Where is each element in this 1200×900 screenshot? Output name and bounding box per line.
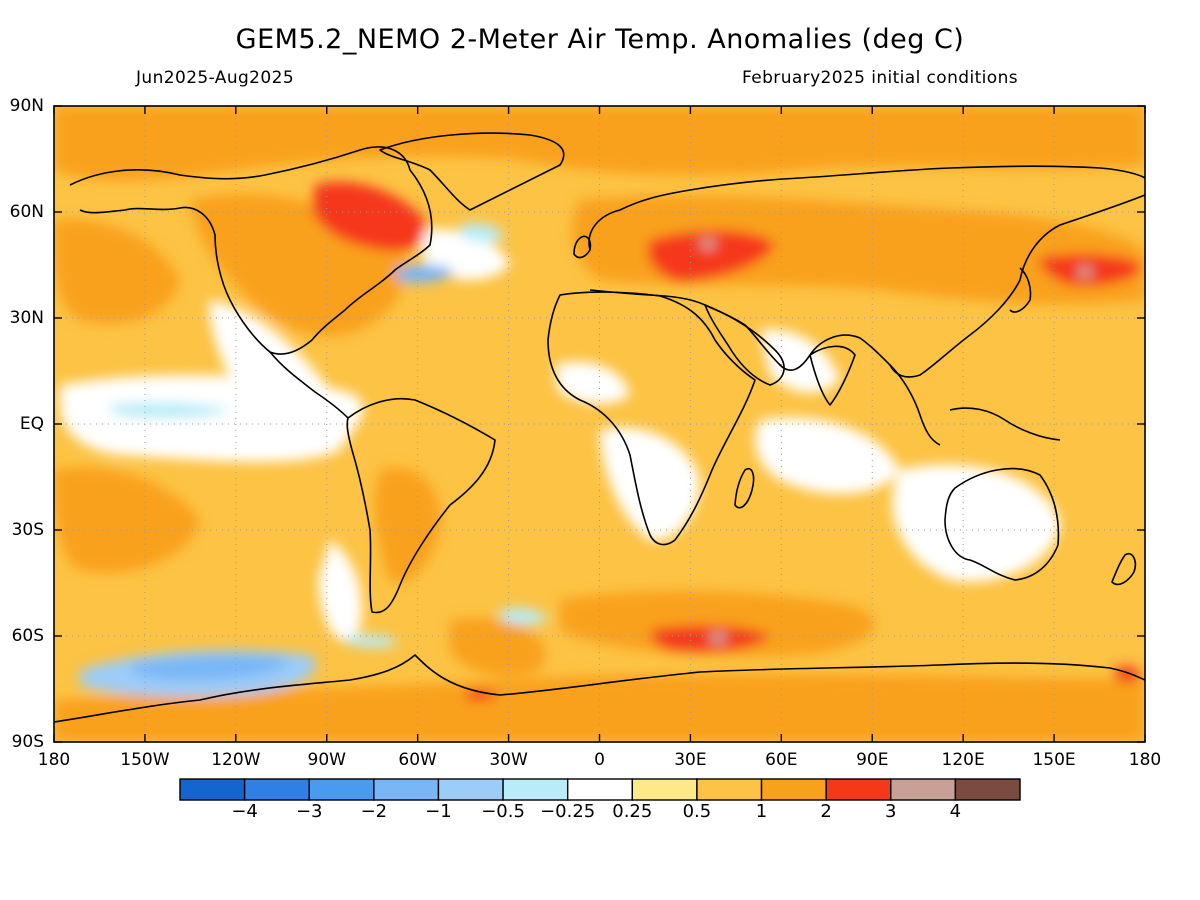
lon-tick-label: 150E (1032, 750, 1076, 770)
lat-tick-label: EQ (19, 414, 44, 434)
coastline-central-america (269, 351, 349, 419)
color-bar-label: −1 (425, 801, 452, 822)
color-bar-label: −2 (360, 801, 388, 822)
anomaly-region-neutral-arabia (760, 329, 840, 393)
lon-tick-label: 30E (674, 750, 707, 770)
anomaly-region-neutral-indian (755, 417, 900, 494)
coastline-greenland (379, 132, 565, 211)
lon-tick-label: 60E (765, 750, 798, 770)
anomaly-region-warm-n-pacific (54, 219, 180, 324)
lon-tick-label: 180 (1128, 750, 1162, 770)
forecast-period: Jun2025-Aug2025 (136, 68, 295, 88)
lon-tick-label: 150W (120, 750, 170, 770)
lat-tick-label: 60S (11, 626, 44, 646)
anomaly-region-warm-s-indian (560, 590, 875, 657)
color-bar-swatch (502, 778, 569, 801)
coastline-japan (1009, 267, 1032, 313)
coastline-north-america (69, 146, 433, 355)
lon-tick-label: 90W (307, 750, 346, 770)
color-bar-label: 3 (885, 801, 897, 822)
lat-tick-label: 90S (11, 732, 44, 752)
coastline-south-america (346, 397, 496, 614)
anomaly-region-cool-eq-pacific (110, 402, 230, 419)
anomaly-region-cold-se-pacific (129, 655, 290, 680)
color-bar-label: 4 (949, 801, 962, 822)
coastline-arabia (704, 304, 785, 386)
map-title: GEM5.2_NEMO 2-Meter Air Temp. Anomalies … (235, 24, 965, 55)
lon-tick-label: 60W (398, 750, 437, 770)
coastline-india (809, 345, 856, 406)
anomaly-region-cool-nw-atlantic (395, 264, 455, 283)
lat-tick-label: 30N (9, 308, 44, 328)
lon-tick-label: 90E (856, 750, 889, 770)
coastline-australia (944, 467, 1060, 581)
color-bar-label: 1 (755, 801, 768, 822)
color-bar-label: 0.25 (612, 801, 653, 822)
anomaly-region-cool-sw-atlantic (345, 634, 398, 648)
lon-tick-label: 180 (37, 750, 71, 770)
anomaly-region-neutral-s-pacific (318, 540, 362, 642)
anomaly-core-far-east (1077, 266, 1093, 278)
color-bar-label: −4 (231, 801, 258, 822)
coastline-se-asia (889, 364, 1061, 446)
anomaly-region-neutral-australia (892, 464, 1060, 582)
color-bar-label: −0.5 (481, 801, 525, 822)
color-bar-swatch (437, 778, 504, 801)
color-bar-swatch (308, 778, 375, 801)
lon-tick-label: 120E (941, 750, 985, 770)
anomaly-region-warm-s-atlantic (450, 618, 546, 677)
color-bar-swatch (696, 778, 763, 801)
anomaly-region-warm-antarctica (54, 674, 1145, 742)
anomaly-region-neutral-east-pacific (209, 300, 330, 430)
color-bar-swatch (890, 778, 957, 801)
anomaly-region-warm-s-pacific (54, 467, 200, 573)
anomaly-region-neutral-sahel (555, 361, 630, 405)
coastline-new-zealand (1111, 553, 1137, 586)
color-bar-label: −0.25 (540, 801, 596, 822)
color-bar-label: 0.5 (682, 801, 712, 822)
anomaly-region-cool-labrador (460, 223, 505, 243)
color-bar-swatch (631, 778, 698, 801)
color-bar-swatch (825, 778, 892, 801)
map-grid (54, 106, 1145, 742)
coastline-antarctica (53, 654, 1146, 723)
initial-conditions: February2025 initial conditions (742, 68, 1019, 88)
anomaly-core-russia (700, 238, 716, 250)
anomaly-region-cool-s-atlantic (500, 608, 548, 625)
color-bar-swatch (566, 778, 634, 801)
color-bar-label: 2 (820, 801, 832, 822)
coastline-africa (547, 291, 756, 546)
color-bar (179, 778, 1021, 801)
color-bar-swatch (954, 778, 1021, 801)
anomaly-region-warm-s-america (374, 468, 441, 583)
color-bar-swatch (243, 778, 310, 801)
anomaly-core-southern-ocean (709, 632, 727, 644)
coastline-madagascar (734, 468, 755, 509)
anomaly-region-hot-w-antarctica (465, 689, 498, 701)
lat-tick-label: 60N (9, 202, 44, 222)
anomaly-region-neutral-south-africa (600, 427, 700, 541)
axis-ticks (53, 105, 1146, 743)
lat-tick-label: 90N (9, 96, 44, 116)
anomaly-region-hot-canada (312, 181, 426, 252)
lon-tick-label: 0 (594, 750, 605, 770)
color-bar-swatch (760, 778, 827, 801)
color-bar-label: −3 (295, 801, 323, 822)
lon-tick-label: 120W (211, 750, 261, 770)
color-bar-swatch (179, 778, 246, 801)
anomaly-region-hot-europe-russia (647, 230, 775, 282)
lat-tick-label: 30S (11, 520, 44, 540)
coastlines (53, 132, 1146, 723)
coastline-uk (573, 235, 592, 259)
color-bar-swatch (373, 778, 440, 801)
lon-tick-label: 30W (489, 750, 528, 770)
